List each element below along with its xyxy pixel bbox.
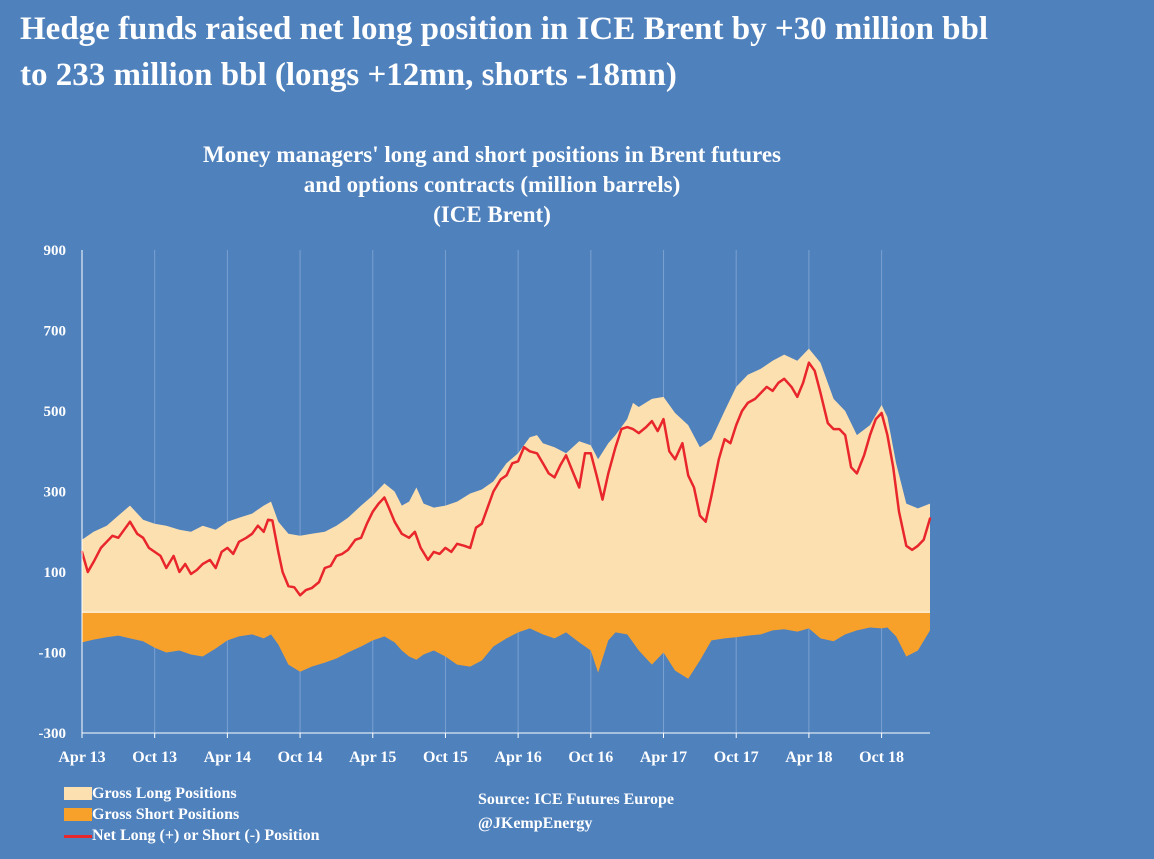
y-tick-label: 500 <box>44 404 67 420</box>
y-tick-label: -300 <box>39 726 67 742</box>
chart-title-line-2: and options contracts (million barrels) <box>303 172 681 197</box>
chart-title: Money managers' long and short positions… <box>82 140 902 230</box>
gross-long-area <box>82 348 930 613</box>
x-tick-label: Apr 14 <box>204 749 251 766</box>
axes: Apr 13 Oct 13 Apr 14 Oct 14 Apr 15 Oct 15 Apr … <box>39 243 930 766</box>
gross-short-area <box>82 612 930 679</box>
legend-label-long: Gross Long Positions <box>92 785 237 802</box>
x-tick-label: Apr 18 <box>785 749 832 766</box>
y-tick-label: 700 <box>44 324 67 340</box>
y-tick-label: 300 <box>44 485 67 501</box>
x-tick-label: Oct 18 <box>859 749 904 766</box>
legend-swatch-net <box>64 834 92 838</box>
legend-item-long: Gross Long Positions <box>64 783 319 804</box>
chart-subtitle: (ICE Brent) <box>433 202 551 227</box>
legend-item-net: Net Long (+) or Short (-) Position <box>64 825 319 846</box>
author-handle: @JKempEnergy <box>478 815 593 832</box>
net-position-line <box>80 361 932 597</box>
source-text: Source: ICE Futures Europe <box>478 791 675 808</box>
x-tick-label: Apr 16 <box>495 749 542 766</box>
legend-label-short: Gross Short Positions <box>92 806 240 823</box>
legend-swatch-long <box>64 787 92 800</box>
x-tick-label: Apr 17 <box>640 749 687 766</box>
y-tick-label: 900 <box>44 243 67 259</box>
chart-title-line-1: Money managers' long and short positions… <box>202 142 782 167</box>
area-series <box>82 348 930 679</box>
legend: Gross Long Positions Gross Short Positio… <box>64 783 319 846</box>
source-note: Source: ICE Futures Europe @JKempEnergy <box>478 788 674 836</box>
y-tick-label: -100 <box>39 646 67 662</box>
chart-plot: Apr 13 Oct 13 Apr 14 Oct 14 Apr 15 Oct 15 Apr … <box>39 243 932 766</box>
legend-swatch-short <box>64 808 92 821</box>
x-tick-label: Oct 15 <box>423 749 468 766</box>
x-tick-label: Oct 13 <box>132 749 177 766</box>
x-tick-label: Oct 14 <box>278 749 323 766</box>
headline: Hedge funds raised net long position in … <box>20 6 1145 98</box>
x-tick-label: Apr 13 <box>58 749 105 766</box>
line-series <box>80 361 932 597</box>
legend-item-short: Gross Short Positions <box>64 804 319 825</box>
headline-line-1: Hedge funds raised net long position in … <box>20 11 989 47</box>
y-tick-label: 100 <box>44 565 67 581</box>
x-tick-label: Oct 17 <box>714 749 759 766</box>
headline-line-2: to 233 million bbl (longs +12mn, shorts … <box>20 57 677 93</box>
x-tick-label: Oct 16 <box>568 749 613 766</box>
x-tick-label: Apr 15 <box>349 749 396 766</box>
legend-label-net: Net Long (+) or Short (-) Position <box>92 827 320 844</box>
